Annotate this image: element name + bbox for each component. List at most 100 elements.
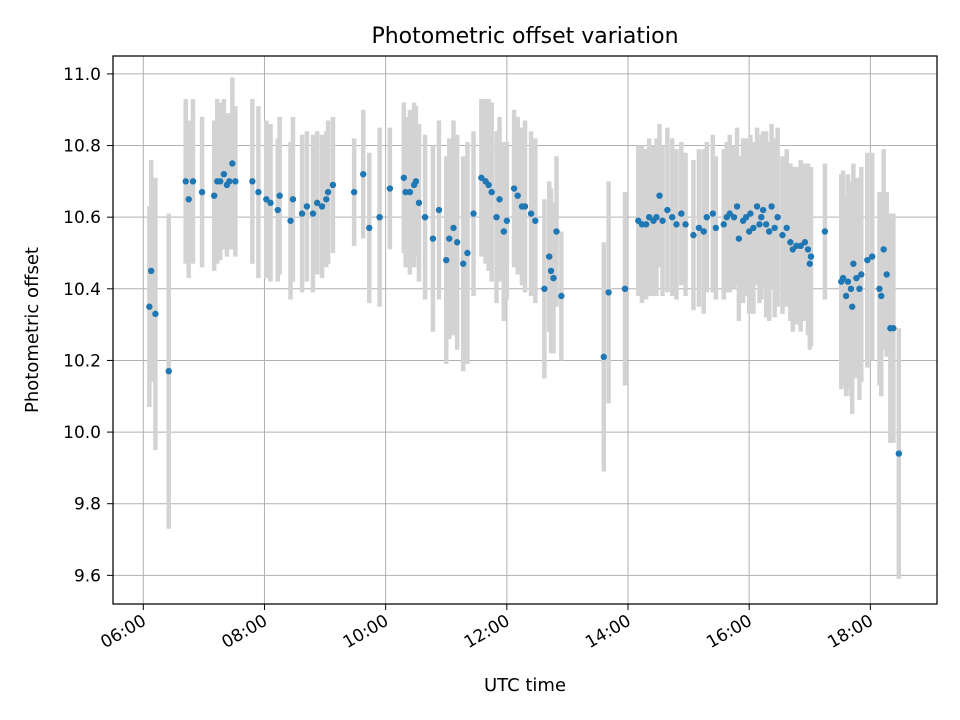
data-point [847, 285, 855, 293]
data-point [878, 292, 885, 300]
data-point [478, 174, 485, 181]
data-point [309, 210, 317, 217]
data-point [673, 221, 680, 228]
data-point [485, 181, 492, 189]
data-point [758, 213, 765, 221]
data-point [376, 213, 383, 221]
data-point [712, 224, 720, 232]
data-point [858, 271, 865, 278]
data-point [774, 213, 781, 221]
data-point [771, 224, 778, 232]
data-point [443, 256, 450, 264]
data-point [147, 267, 155, 275]
data-point [329, 181, 337, 189]
data-point [532, 217, 539, 224]
data-point [232, 178, 239, 185]
data-point [690, 231, 697, 239]
data-point [406, 188, 414, 196]
data-point [547, 267, 555, 275]
data-point [753, 203, 761, 210]
data-point [210, 192, 218, 199]
x-tick-label: 06:00 [97, 611, 149, 653]
data-point [821, 228, 829, 235]
data-point [429, 235, 437, 242]
x-axis-label: UTC time [484, 675, 566, 696]
y-tick-label: 10.4 [63, 280, 101, 300]
data-point [553, 228, 560, 235]
data-point [450, 224, 457, 232]
data-point [350, 188, 358, 196]
y-tick-label: 11.0 [63, 65, 101, 85]
data-point [493, 213, 500, 221]
chart-title: Photometric offset variation [371, 24, 678, 49]
data-point [842, 292, 850, 300]
x-tick-label: 08:00 [219, 611, 271, 653]
data-point [182, 178, 189, 185]
data-point [656, 192, 663, 199]
data-point [806, 260, 813, 267]
y-tick-label: 9.8 [74, 495, 101, 515]
data-point [274, 206, 281, 214]
data-point [510, 185, 518, 192]
data-point [839, 274, 847, 282]
data-point [496, 196, 503, 203]
y-tick-label: 10.0 [63, 423, 101, 443]
data-point [514, 192, 521, 199]
data-point [323, 196, 330, 203]
data-point [880, 246, 887, 253]
data-point [850, 260, 857, 267]
data-point [750, 224, 757, 232]
data-point [856, 285, 863, 293]
data-point [255, 188, 262, 196]
data-point [742, 213, 750, 221]
data-point [756, 221, 763, 228]
data-point [709, 210, 717, 217]
data-point [876, 285, 883, 293]
data-point [500, 228, 507, 235]
data-point [765, 228, 773, 235]
data-point [558, 292, 565, 300]
data-point [453, 239, 461, 246]
data-point [313, 199, 321, 207]
data-point [700, 228, 707, 235]
data-points [146, 160, 903, 457]
data-point [146, 303, 153, 310]
data-point [703, 213, 710, 221]
data-point [653, 213, 660, 221]
data-point [779, 231, 786, 239]
y-tick-label: 9.6 [74, 566, 101, 586]
data-point [217, 178, 224, 185]
data-point [735, 235, 743, 242]
data-point [669, 213, 676, 221]
data-point [853, 274, 860, 282]
data-point [541, 285, 548, 293]
data-point [797, 242, 804, 250]
data-point [152, 310, 159, 318]
data-point [807, 253, 815, 260]
data-point [646, 213, 653, 221]
data-point [470, 210, 477, 217]
data-point [759, 206, 767, 214]
y-tick-label: 10.6 [63, 208, 101, 228]
data-point [400, 174, 408, 181]
x-tick-label: 10:00 [340, 611, 392, 653]
data-point [249, 178, 256, 185]
data-point [844, 278, 852, 285]
data-point [848, 303, 856, 310]
data-point [303, 203, 311, 210]
data-point [801, 239, 809, 246]
data-point [682, 221, 689, 228]
data-point [745, 228, 753, 235]
data-point [412, 178, 420, 185]
data-point [659, 217, 666, 224]
data-point [726, 210, 733, 217]
x-tick-label: 18:00 [824, 611, 876, 653]
data-point [762, 221, 770, 228]
data-point [263, 196, 270, 203]
data-point [488, 188, 495, 196]
data-point [730, 213, 738, 221]
data-point [229, 160, 236, 167]
data-point [695, 224, 703, 232]
y-tick-label: 10.2 [63, 351, 101, 371]
